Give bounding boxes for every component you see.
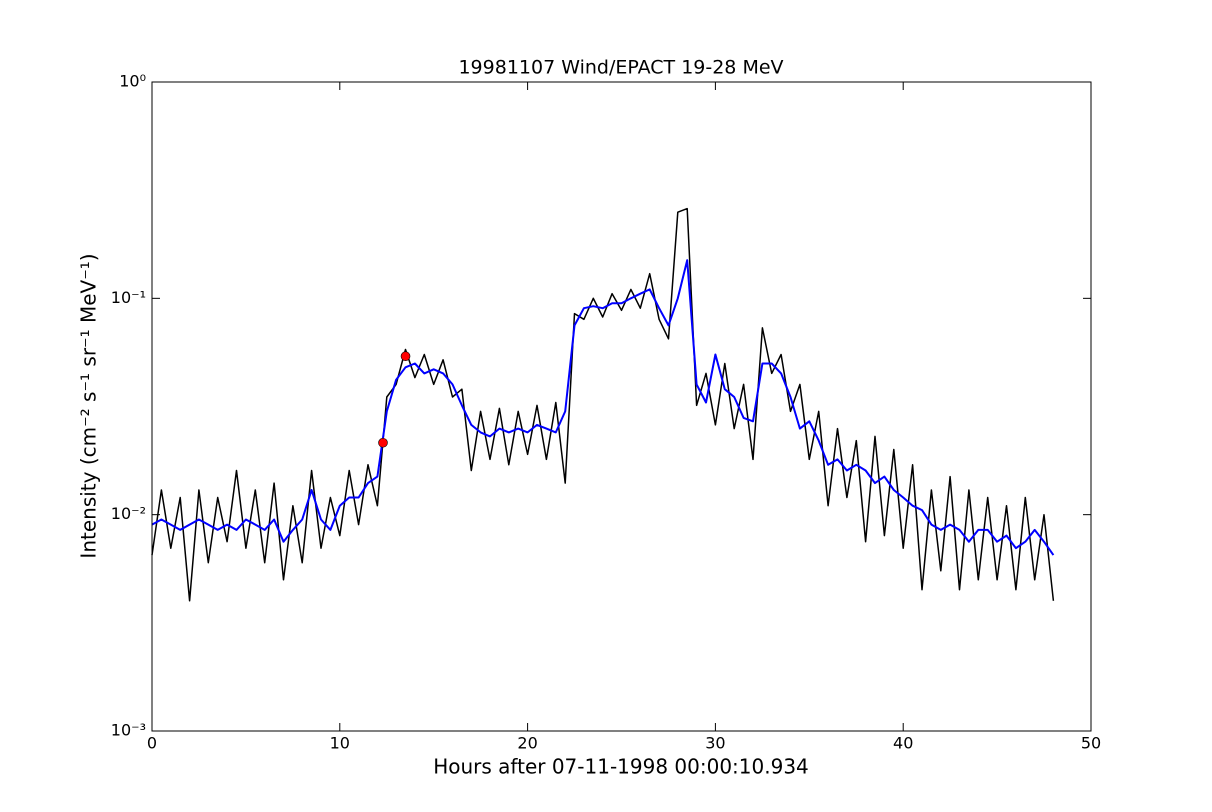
y-tick-label: 10⁻² [111,504,146,523]
y-tick-label: 10⁻¹ [111,288,146,307]
marker [378,437,388,448]
x-tick-label: 10 [330,734,350,753]
chart-title: 19981107 Wind/EPACT 19-28 MeV [458,57,783,79]
x-tick-label: 40 [893,734,913,753]
x-tick-label: 50 [1081,734,1101,753]
x-tick-label: 30 [705,734,725,753]
y-axis-label: Intensity (cm⁻² s⁻¹ sr⁻¹ MeV⁻¹) [77,253,101,558]
series-line [151,259,1055,556]
series-line [151,207,1055,602]
marker [400,351,411,362]
y-tick-label: 10⁰ [119,72,146,91]
y-tick-label: 10⁻³ [111,721,146,740]
x-axis-label: Hours after 07-11-1998 00:00:10.934 [433,755,809,779]
x-tick-label: 0 [147,734,157,753]
plot-frame [151,81,1092,732]
x-tick-label: 20 [517,734,537,753]
